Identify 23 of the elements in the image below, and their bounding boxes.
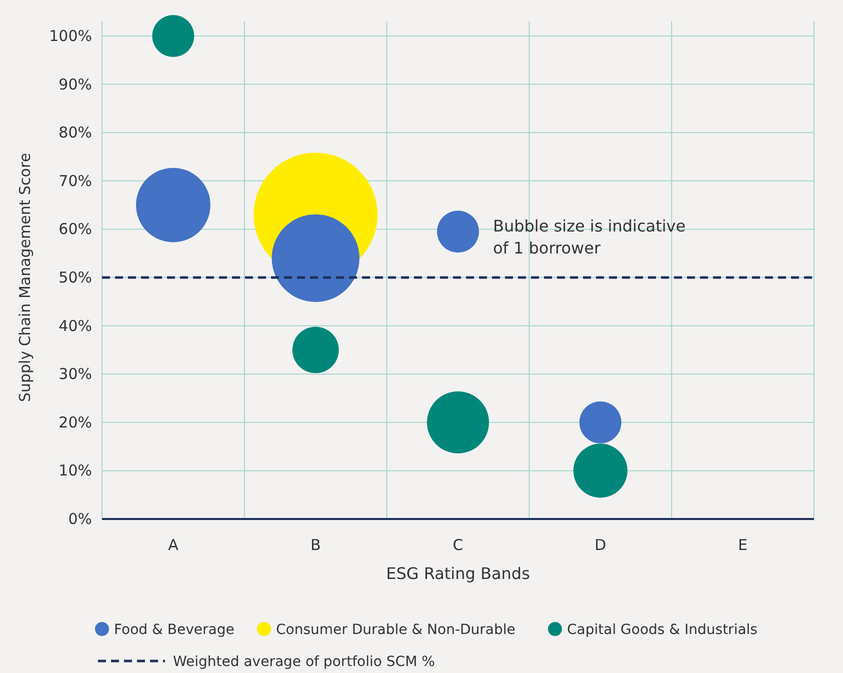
y-axis-title: Supply Chain Management Score	[16, 152, 34, 402]
legend-label: Consumer Durable & Non-Durable	[276, 622, 516, 638]
y-tick-label: 90%	[58, 75, 92, 94]
legend-label: Weighted average of portfolio SCM %	[173, 654, 435, 670]
x-tick-label: A	[168, 536, 180, 554]
annotation: Bubble size is indicative of 1 borrower	[493, 216, 686, 258]
y-tick-label: 20%	[58, 413, 92, 432]
y-tick-label: 60%	[58, 220, 92, 238]
x-tick-label: C	[452, 536, 464, 554]
x-tick-label: D	[594, 536, 606, 554]
y-tick-label: 100%	[49, 27, 92, 45]
x-axis-title: ESG Rating Bands	[386, 564, 530, 583]
y-tick-label: 70%	[58, 172, 92, 190]
y-tick-label: 80%	[58, 124, 92, 142]
legend-label: Food & Beverage	[114, 622, 234, 638]
legend-label: Capital Goods & Industrials	[567, 622, 758, 638]
y-tick-label: 40%	[58, 316, 92, 335]
x-tick-label: E	[738, 536, 748, 554]
y-tick-label: 30%	[58, 365, 92, 384]
x-tick-label: B	[310, 536, 321, 554]
y-tick-label: 50%	[58, 268, 92, 286]
y-tick-label: 10%	[58, 462, 92, 480]
y-tick-label: 0%	[68, 510, 92, 528]
